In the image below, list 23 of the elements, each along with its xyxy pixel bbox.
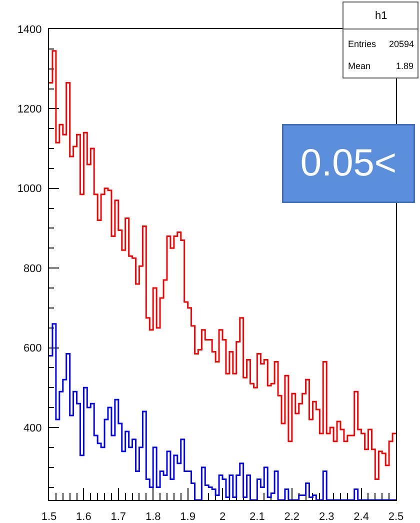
annotation: Mean: [348, 61, 371, 71]
y-tick-label: 1000: [17, 183, 42, 196]
annotation: 1.89: [396, 61, 414, 71]
x-tick-label: 2: [219, 511, 226, 523]
x-tick-label: 2.3: [318, 511, 334, 523]
x-tick-label: 2.4: [354, 511, 369, 523]
x-tick-label: 1.7: [110, 511, 126, 523]
x-tick-label: 1.9: [180, 511, 196, 523]
y-tick-label: 400: [23, 422, 42, 434]
y-tick-label: 1200: [17, 104, 42, 116]
x-tick-label: 1.5: [41, 511, 57, 523]
x-tick-label: 2.5: [388, 511, 404, 523]
x-tick-label: 2.2: [284, 511, 300, 523]
annotation: 0.05<: [300, 142, 397, 184]
y-tick-label: 1400: [17, 24, 42, 36]
x-tick-label: 2.1: [250, 511, 265, 523]
y-tick-label: 600: [23, 342, 42, 355]
text: h1: [375, 10, 388, 22]
x-tick-label: 1.6: [76, 511, 92, 523]
annotation: Entries: [348, 39, 377, 49]
annotation: 20594: [389, 39, 414, 49]
y-tick-label: 800: [23, 262, 42, 275]
x-tick-label: 1.8: [145, 511, 161, 523]
